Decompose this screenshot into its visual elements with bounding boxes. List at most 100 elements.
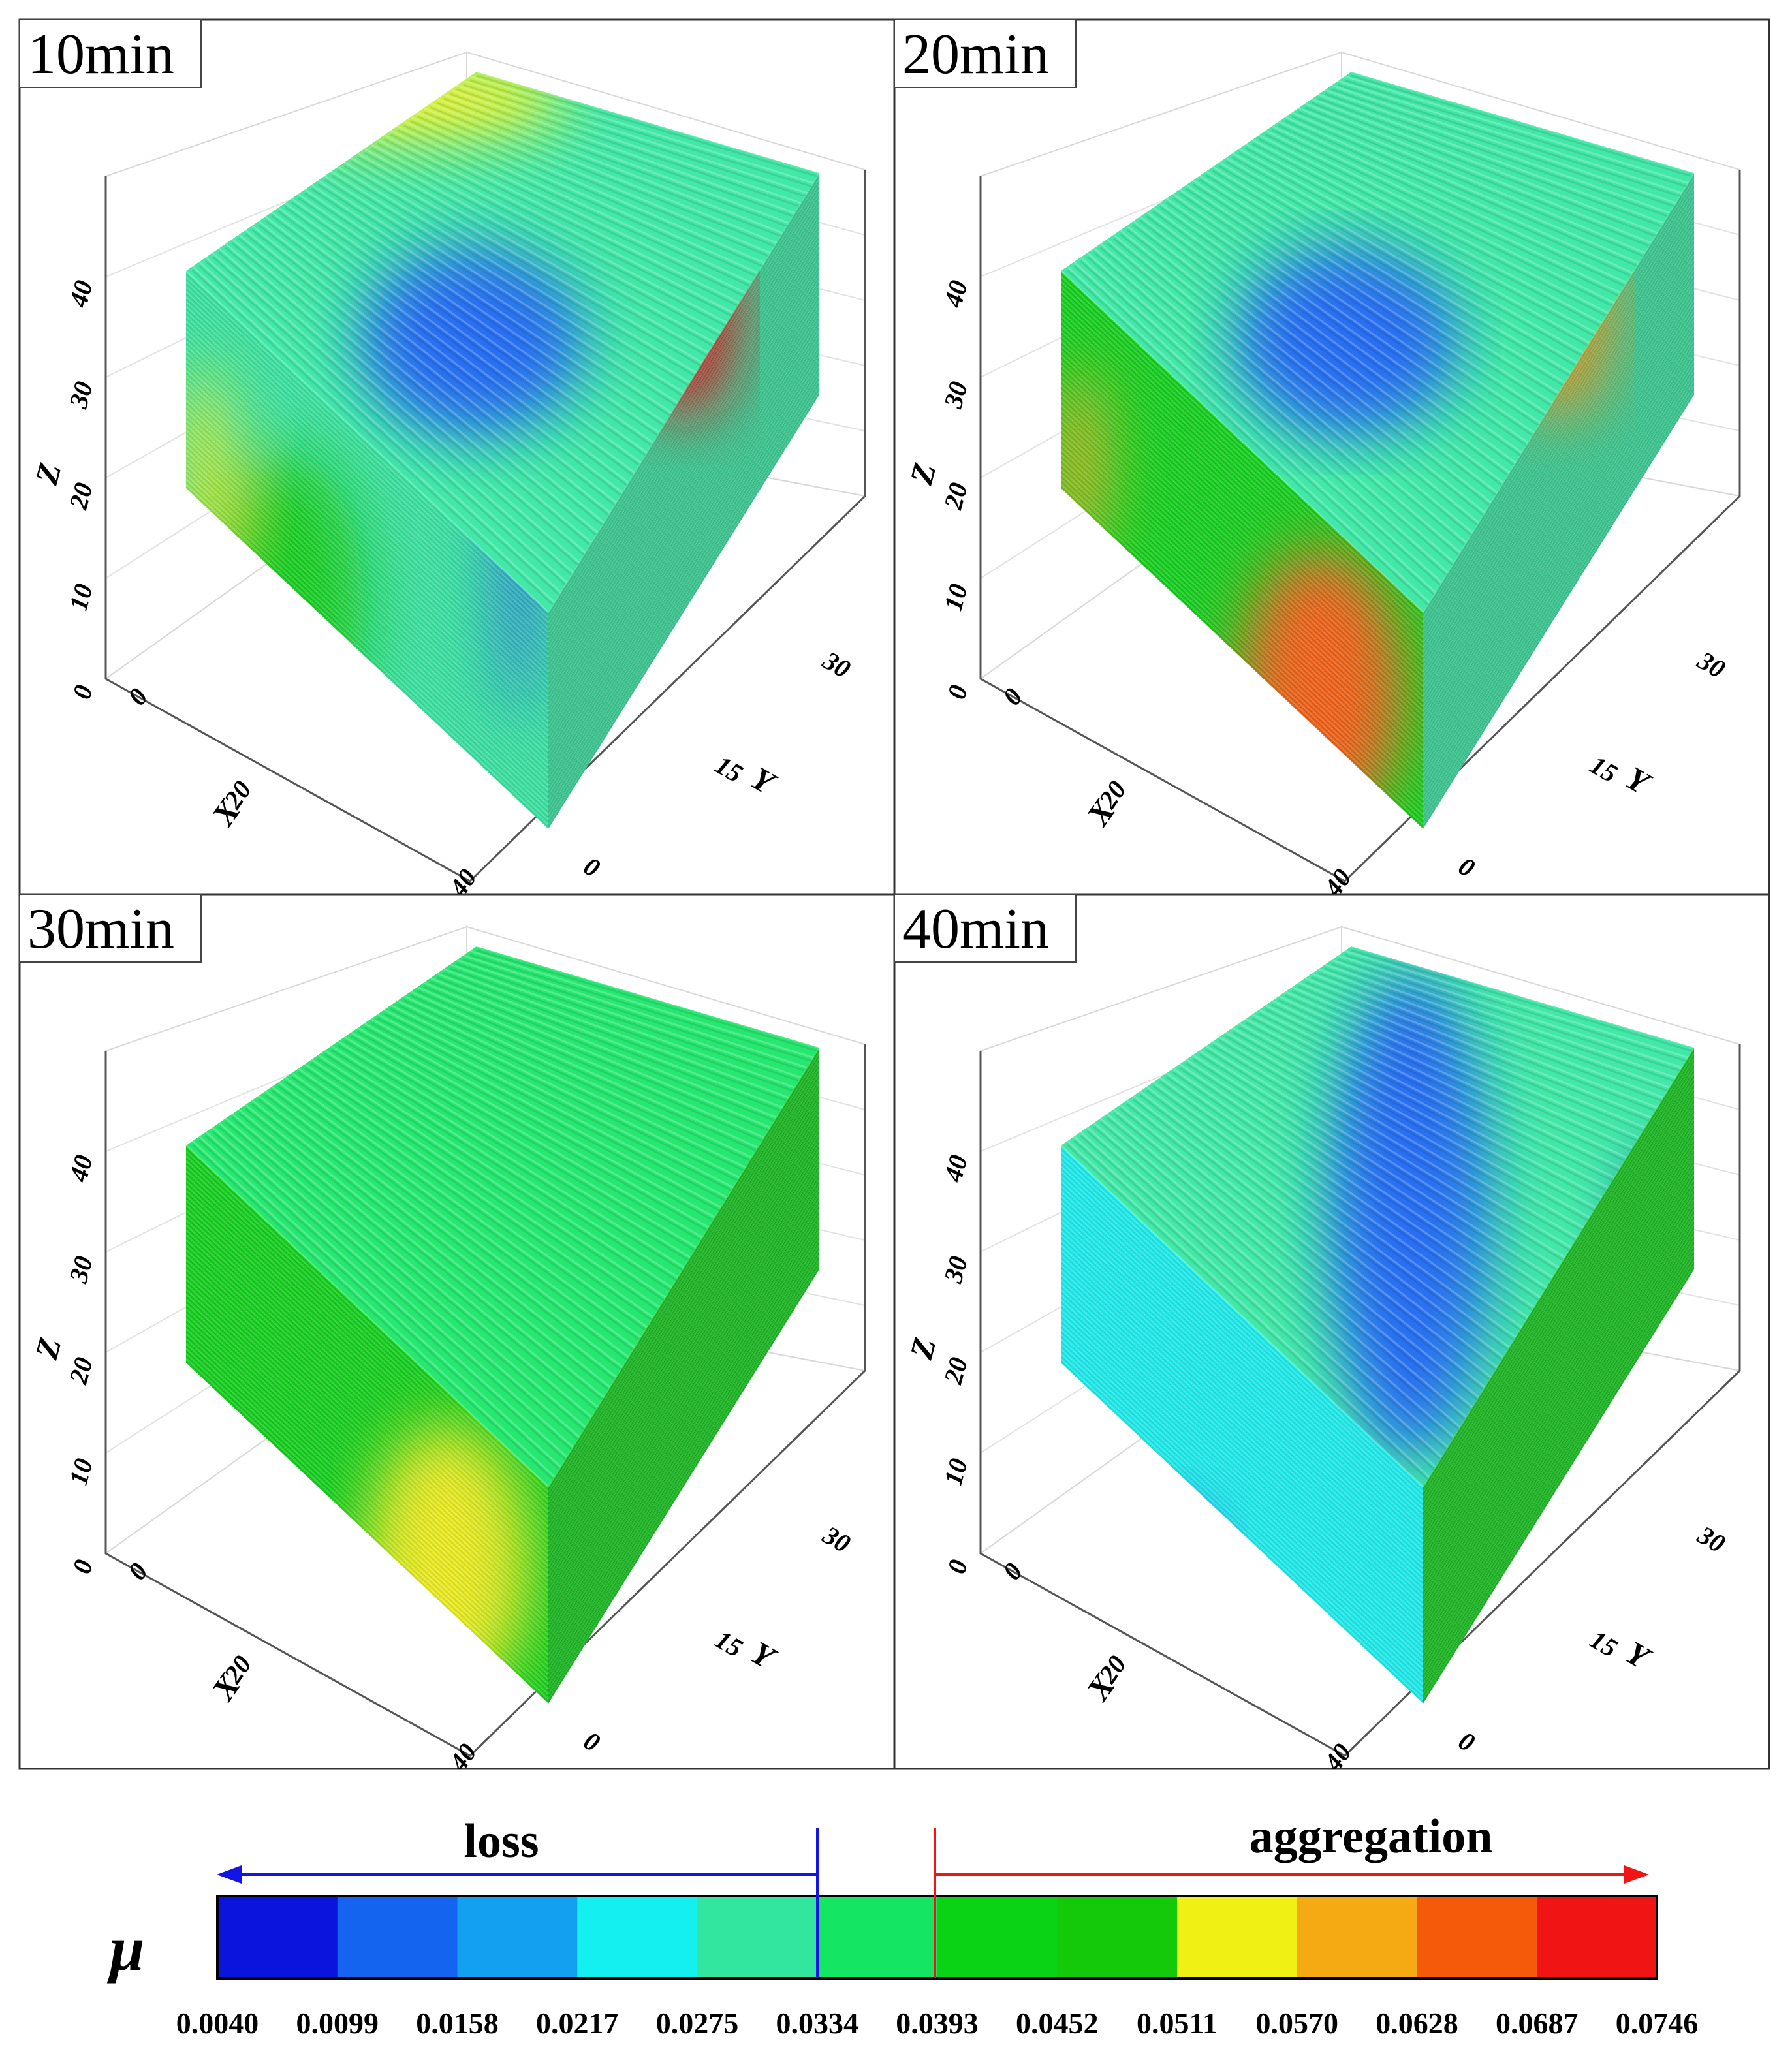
particle-row (186, 463, 548, 805)
particle-row (1112, 234, 1473, 533)
particle-row-shadow (1245, 1021, 1596, 1213)
particle-row-shadow (1112, 238, 1473, 537)
face-right-base (548, 173, 819, 829)
particle-row (264, 1090, 623, 1368)
particle-row (1120, 229, 1479, 523)
particle-row-shadow (469, 954, 814, 1063)
particle-row-shadow (1285, 119, 1633, 278)
particle-row-shadow (1061, 486, 1423, 829)
particle-row-shadow (1061, 298, 1423, 642)
particle-row (1061, 408, 1423, 751)
particle-row-shadow (1061, 333, 1423, 676)
particle-row (1061, 280, 1423, 623)
particle-row-shadow (1317, 97, 1664, 228)
particle-row (291, 1072, 648, 1328)
colorbar-tick-label: 0.0099 (296, 2006, 379, 2040)
particle-row (186, 364, 548, 707)
particle-row-shadow (1061, 427, 1423, 770)
particle-row (245, 1104, 605, 1398)
particle-row-shadow (1423, 262, 1694, 701)
particle-row-shadow (1061, 284, 1423, 627)
z-tick-label: 30 (63, 1253, 99, 1286)
particle-row (1423, 304, 1694, 741)
particle-row-shadow (1423, 232, 1694, 671)
particle-row-shadow (548, 317, 819, 755)
particle-row (1099, 1117, 1461, 1428)
particle-row-shadow (284, 1080, 642, 1342)
particle-row-shadow (1061, 1331, 1423, 1674)
particle-row (1061, 1164, 1423, 1508)
particle-row-shadow (1423, 317, 1694, 755)
particle-row (1199, 1050, 1553, 1279)
particle-row-shadow (186, 363, 548, 706)
particle-row-shadow (186, 1203, 548, 1546)
particle-row-shadow (1061, 397, 1423, 740)
particle-row-shadow (383, 1012, 734, 1192)
particle-row (1061, 349, 1423, 692)
particle-row (548, 1223, 819, 1660)
particle-row (548, 293, 819, 731)
particle-row-shadow (1061, 363, 1423, 706)
particle-row (1258, 134, 1609, 314)
particle-row-shadow (1061, 1203, 1423, 1546)
particle-row (1423, 1077, 1694, 1518)
particle-row-shadow (1061, 442, 1423, 785)
particle-row-shadow (186, 1361, 548, 1704)
particle-row (1061, 1258, 1423, 1601)
face-top-shade (1061, 946, 1694, 1487)
particle-row (1061, 383, 1423, 726)
particle-row (198, 261, 561, 593)
particle-row (186, 1189, 548, 1533)
particle-row-shadow (186, 486, 548, 829)
particle-row-shadow (1061, 1173, 1423, 1516)
value-region (1330, 973, 1488, 1460)
aggregation-arrow-head (1624, 1865, 1649, 1884)
particle-row (548, 359, 819, 795)
particle-row-shadow (1225, 1035, 1578, 1242)
particle-row-shadow (1311, 976, 1658, 1113)
z-tick-label: 0 (941, 1557, 973, 1577)
particle-row-shadow (1073, 265, 1436, 597)
particle-row-shadow (1061, 476, 1423, 819)
particle-row-shadow (212, 256, 574, 577)
particle-row (548, 324, 819, 761)
particle-row-shadow (192, 1144, 556, 1482)
particle-row (1061, 1327, 1423, 1670)
particle-row-shadow (186, 367, 548, 711)
particle-row (443, 968, 789, 1098)
particle-row (1317, 968, 1664, 1098)
particle-row (548, 328, 819, 766)
particle-row (548, 1173, 819, 1611)
particle-row (1423, 1243, 1694, 1680)
particle-row-shadow (1271, 1003, 1621, 1172)
particle-row (548, 1107, 819, 1547)
particle-row (1265, 1004, 1615, 1179)
particle-row (186, 1268, 548, 1611)
particle-row (548, 354, 819, 790)
particle-row-shadow (469, 79, 814, 188)
particle-row (1067, 1140, 1430, 1478)
particle-row (1423, 268, 1694, 707)
particle-row (1423, 1097, 1694, 1537)
particle-row-shadow (1067, 269, 1430, 607)
particle-row (1423, 258, 1694, 697)
particle-row-shadow (1423, 201, 1694, 642)
colorbar-symbol: μ (106, 1914, 144, 1984)
particle-row-shadow (1061, 1341, 1423, 1684)
particle-rows (1061, 271, 1423, 829)
particle-row-shadow (548, 1187, 819, 1625)
particle-row-shadow (476, 949, 819, 1053)
particle-row (192, 1140, 556, 1478)
particle-row-shadow (186, 397, 548, 740)
particle-row-shadow (548, 1217, 819, 1654)
particle-row (403, 995, 752, 1159)
particle-row-shadow (186, 1272, 548, 1615)
particle-row (1423, 1062, 1694, 1503)
particle-row (548, 238, 819, 677)
particle-row (548, 313, 819, 751)
particle-row (1061, 1337, 1423, 1680)
particle-row (548, 304, 819, 741)
particle-row (186, 1155, 548, 1498)
particle-row-shadow (1061, 1346, 1423, 1689)
